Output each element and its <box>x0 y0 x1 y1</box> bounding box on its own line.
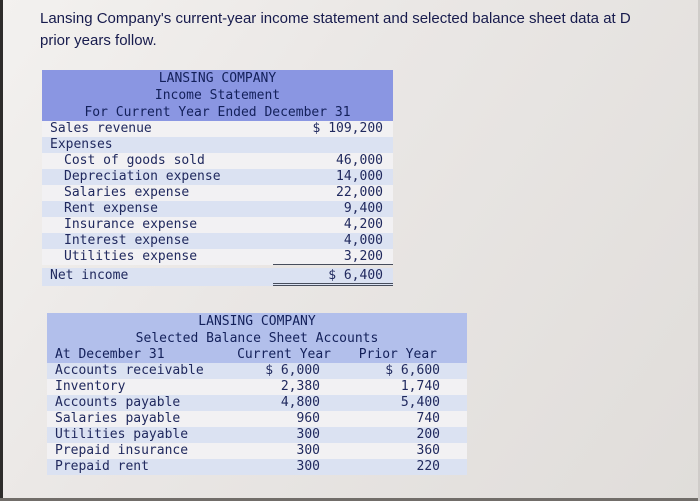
intro-line-1: Lansing Company's current-year income st… <box>40 10 631 27</box>
current-year-value: 2,380 <box>280 379 320 394</box>
current-year-value: 300 <box>296 459 320 474</box>
current-year-value: 960 <box>296 411 320 426</box>
column-header-date: At December 31 <box>55 347 165 362</box>
row-label: Prepaid rent <box>55 459 149 474</box>
screen-edge-right <box>698 0 700 501</box>
column-header-current-year: Current Year <box>237 347 331 362</box>
row-label: Salaries payable <box>55 411 181 426</box>
row-label: Utilities expense <box>64 249 198 264</box>
table-row: Depreciation expense 14,000 <box>42 169 393 185</box>
row-amount: 14,000 <box>336 169 383 184</box>
income-statement-table: LANSING COMPANY Income Statement For Cur… <box>42 70 393 286</box>
column-header-prior-year: Prior Year <box>358 347 437 362</box>
income-statement-period: For Current Year Ended December 31 <box>84 105 351 120</box>
table-row: Accounts payable 4,800 5,400 <box>47 395 467 411</box>
income-statement-title: Income Statement <box>154 88 281 103</box>
table-row: Sales revenue $ 109,200 <box>42 121 393 137</box>
row-amount <box>273 137 393 153</box>
row-label: Accounts receivable <box>55 363 204 378</box>
row-amount: 46,000 <box>336 153 383 168</box>
current-year-value: 4,800 <box>280 395 320 410</box>
prior-year-value: 1,740 <box>400 379 440 394</box>
row-label: Prepaid insurance <box>55 443 189 458</box>
row-label: Inventory <box>55 379 126 394</box>
table-row: Rent expense 9,400 <box>42 201 393 217</box>
row-label: Expenses <box>50 137 113 152</box>
balance-sheet-header: LANSING COMPANY Selected Balance Sheet A… <box>47 313 467 347</box>
balance-sheet-table: LANSING COMPANY Selected Balance Sheet A… <box>47 313 467 475</box>
row-label: Sales revenue <box>50 121 152 136</box>
balance-sheet-column-headers: At December 31 Current Year Prior Year <box>47 347 467 363</box>
balance-sheet-company: LANSING COMPANY <box>198 314 316 329</box>
prior-year-value: 5,400 <box>400 395 440 410</box>
prior-year-value: 220 <box>416 459 440 474</box>
row-amount: 4,200 <box>343 217 383 232</box>
intro-text: Lansing Company's current-year income st… <box>40 8 700 52</box>
table-row: Accounts receivable $ 6,000 $ 6,600 <box>47 363 467 379</box>
row-amount-subtotal-rule: 3,200 <box>273 249 393 265</box>
current-year-value: $ 6,000 <box>265 363 320 378</box>
table-row: Prepaid insurance 300 360 <box>47 443 467 459</box>
row-amount: $ 109,200 <box>312 121 383 136</box>
table-row: Cost of goods sold 46,000 <box>42 153 393 169</box>
row-label: Utilities payable <box>55 427 189 442</box>
table-row: Salaries expense 22,000 <box>42 185 393 201</box>
row-label: Salaries expense <box>64 185 190 200</box>
row-label: Interest expense <box>64 233 190 248</box>
net-income-row: Net income $ 6,400 <box>42 268 393 286</box>
current-year-value: 300 <box>296 443 320 458</box>
prior-year-value: 200 <box>416 427 440 442</box>
current-year-value: 300 <box>296 427 320 442</box>
row-label: Cost of goods sold <box>64 153 205 168</box>
row-label: Accounts payable <box>55 395 181 410</box>
income-statement-body: Sales revenue $ 109,200 Expenses Cost of… <box>42 121 393 286</box>
screen-edge-bottom <box>0 498 700 501</box>
row-label: Rent expense <box>64 201 158 216</box>
balance-sheet-body: Accounts receivable $ 6,000 $ 6,600 Inve… <box>47 363 467 475</box>
net-income-amount: $ 6,400 <box>273 268 393 286</box>
table-row: Salaries payable 960 740 <box>47 411 467 427</box>
table-row: Inventory 2,380 1,740 <box>47 379 467 395</box>
income-statement-header: LANSING COMPANY Income Statement For Cur… <box>42 70 393 121</box>
table-row: Expenses <box>42 137 393 153</box>
row-label: Net income <box>50 268 129 283</box>
row-amount: 9,400 <box>343 201 383 216</box>
table-row: Prepaid rent 300 220 <box>47 459 467 475</box>
income-statement-company: LANSING COMPANY <box>158 71 277 86</box>
row-label: Insurance expense <box>64 217 198 232</box>
balance-sheet-title: Selected Balance Sheet Accounts <box>135 331 379 346</box>
prior-year-value: 740 <box>416 411 440 426</box>
prior-year-value: 360 <box>416 443 440 458</box>
row-amount: 22,000 <box>336 185 383 200</box>
table-row: Utilities expense 3,200 <box>42 249 393 265</box>
screen-edge-left <box>0 0 3 501</box>
table-row: Utilities payable 300 200 <box>47 427 467 443</box>
table-row: Insurance expense 4,200 <box>42 217 393 233</box>
row-amount: 4,000 <box>343 233 383 248</box>
row-label: Depreciation expense <box>64 169 221 184</box>
table-row: Interest expense 4,000 <box>42 233 393 249</box>
prior-year-value: $ 6,600 <box>385 363 440 378</box>
intro-line-2: prior years follow. <box>40 32 157 49</box>
